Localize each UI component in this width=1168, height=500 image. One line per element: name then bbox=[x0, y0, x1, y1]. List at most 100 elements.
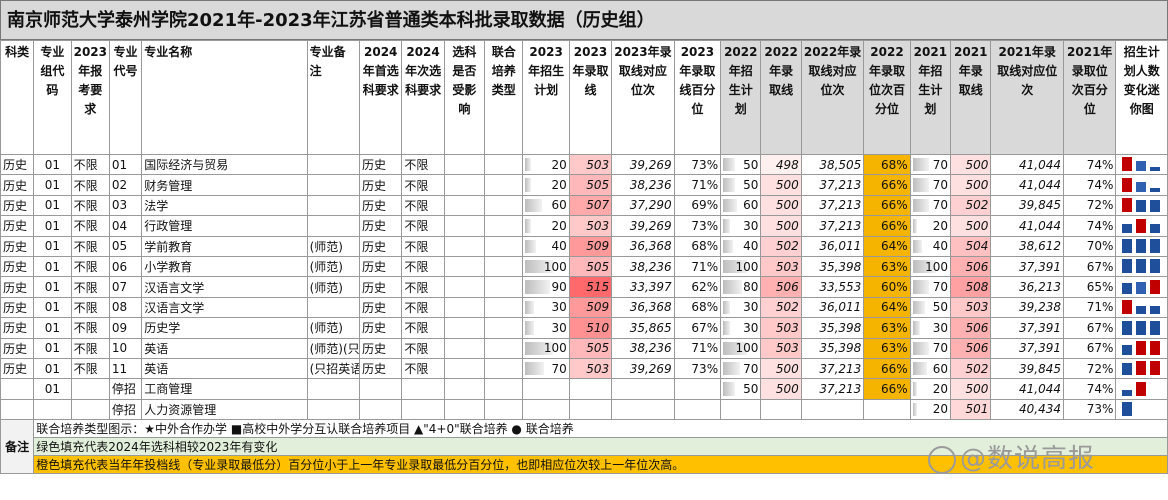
cell-p23: 30 bbox=[522, 296, 570, 319]
cell-pc23 bbox=[673, 378, 722, 400]
cell-group: 01 bbox=[33, 174, 72, 196]
header-4: 专业名称 bbox=[141, 40, 308, 155]
cell-affected bbox=[443, 357, 486, 380]
header-17: 2022年录取位次百分位 bbox=[863, 40, 911, 155]
sparkline-bar bbox=[1150, 200, 1161, 213]
cell-p23: 60 bbox=[522, 194, 570, 217]
cell-pc21: 72% bbox=[1062, 194, 1117, 217]
plan-value: 60 bbox=[743, 198, 759, 213]
plan-value: 50 bbox=[743, 381, 759, 396]
cell-code: 09 bbox=[108, 317, 143, 339]
cell-s23: 505 bbox=[568, 174, 613, 196]
cell-req: 不限 bbox=[70, 317, 110, 339]
cell-s21: 504 bbox=[950, 235, 992, 257]
sparkline-bar bbox=[1122, 238, 1133, 253]
cell-code: 11 bbox=[108, 357, 143, 380]
cell-affected bbox=[443, 337, 486, 359]
cell-p22: 40 bbox=[720, 235, 762, 257]
cell-r22: 33,553 bbox=[800, 276, 865, 298]
cell-ke bbox=[0, 378, 35, 400]
cell-name: 英语 bbox=[141, 337, 308, 359]
cell-first bbox=[359, 398, 403, 421]
cell-second: 不限 bbox=[401, 153, 445, 176]
sparkline-bar bbox=[1150, 238, 1161, 253]
sparkline-bar bbox=[1122, 300, 1133, 315]
cell-code: 停招 bbox=[108, 398, 143, 421]
cell-r22: 38,505 bbox=[800, 153, 865, 176]
cell-r23: 38,236 bbox=[611, 255, 675, 278]
cell-s22: 498 bbox=[760, 153, 802, 176]
table-row: 历史 01 不限 04 行政管理 历史 不限 20 503 39,269 73% 30 500 37,21… bbox=[0, 215, 1168, 237]
plan-databar bbox=[912, 178, 930, 192]
plan-value: 50 bbox=[743, 178, 759, 193]
cell-code: 01 bbox=[108, 153, 143, 176]
cell-p21: 70 bbox=[909, 276, 952, 298]
cell-group: 01 bbox=[33, 255, 72, 278]
sparkline-bar bbox=[1136, 161, 1147, 172]
header-3: 专业代号 bbox=[108, 40, 143, 155]
plan-databar bbox=[723, 300, 731, 315]
cell-pc21: 67% bbox=[1062, 255, 1117, 278]
cell-p23 bbox=[522, 398, 570, 421]
plan-trend-sparkline bbox=[1115, 174, 1168, 196]
sparkline-bar bbox=[1122, 157, 1133, 172]
cell-s23 bbox=[568, 398, 613, 421]
cell-code: 05 bbox=[108, 235, 143, 257]
cell-name: 行政管理 bbox=[141, 215, 308, 237]
cell-r22: 35,398 bbox=[800, 337, 865, 359]
table-row: 历史 01 不限 08 汉语言文学 历史 不限 30 509 36,368 68% 30 502 36,0… bbox=[0, 296, 1168, 319]
sparkline-bar bbox=[1150, 320, 1161, 335]
header-15: 2022年录取线 bbox=[760, 40, 802, 155]
header-13: 2023年录取线百分位 bbox=[673, 40, 722, 155]
sparkline-bar bbox=[1122, 389, 1133, 396]
cell-pc23: 69% bbox=[673, 194, 722, 217]
plan-databar bbox=[912, 321, 920, 335]
plan-value: 70 bbox=[932, 178, 949, 193]
cell-p23: 20 bbox=[522, 174, 570, 196]
watermark-logo-icon bbox=[928, 445, 956, 474]
cell-pc21: 70% bbox=[1062, 235, 1117, 257]
cell-s21: 506 bbox=[950, 337, 992, 359]
cell-second: 不限 bbox=[401, 215, 445, 237]
header-11: 2023年录取线 bbox=[568, 40, 613, 155]
plan-trend-sparkline bbox=[1115, 255, 1168, 278]
cell-pc21: 74% bbox=[1062, 378, 1117, 400]
cell-name: 小学教育 bbox=[141, 255, 308, 278]
watermark: @数说高报 bbox=[928, 438, 1095, 475]
cell-group: 01 bbox=[33, 357, 72, 380]
sparkline-bar bbox=[1136, 218, 1147, 233]
cell-group bbox=[33, 398, 72, 421]
plan-databar bbox=[912, 361, 927, 376]
header-18: 2021年招生计划 bbox=[909, 40, 952, 155]
cell-r21: 37,391 bbox=[990, 255, 1064, 278]
cell-pc22: 63% bbox=[863, 255, 911, 278]
plan-value: 70 bbox=[743, 361, 759, 376]
cell-ke bbox=[0, 398, 35, 421]
cell-p21: 100 bbox=[909, 255, 952, 278]
admission-table: 科类 专业组代码 2023年报考要求 专业代号 专业名称 专业备注 2024年首选科要求 20… bbox=[0, 40, 1168, 475]
plan-value: 40 bbox=[932, 239, 949, 254]
page-title: 南京师范大学泰州学院2021年-2023年江苏省普通类本科批录取数据（历史组） bbox=[0, 0, 1168, 40]
cell-req: 不限 bbox=[70, 153, 110, 176]
cell-note bbox=[306, 296, 361, 319]
plan-value: 60 bbox=[551, 198, 567, 213]
plan-value: 70 bbox=[932, 280, 949, 295]
cell-second bbox=[401, 398, 445, 421]
cell-p22: 100 bbox=[720, 337, 762, 359]
cell-r21: 39,845 bbox=[990, 194, 1064, 217]
cell-p21: 60 bbox=[909, 357, 952, 380]
cell-r22: 35,398 bbox=[800, 317, 865, 339]
cell-name: 历史学 bbox=[141, 317, 308, 339]
cell-r23: 33,397 bbox=[611, 276, 675, 298]
cell-r23: 38,236 bbox=[611, 337, 675, 359]
cell-name: 汉语言文学 bbox=[141, 296, 308, 319]
cell-joint-type bbox=[484, 194, 524, 217]
cell-req bbox=[70, 398, 110, 421]
cell-r21: 39,845 bbox=[990, 357, 1064, 380]
plan-value: 70 bbox=[551, 361, 567, 376]
cell-group: 01 bbox=[33, 317, 72, 339]
sparkline-bar bbox=[1136, 281, 1147, 294]
cell-r22: 37,213 bbox=[800, 194, 865, 217]
cell-r22: 36,011 bbox=[800, 235, 865, 257]
plan-value: 20 bbox=[932, 218, 949, 233]
